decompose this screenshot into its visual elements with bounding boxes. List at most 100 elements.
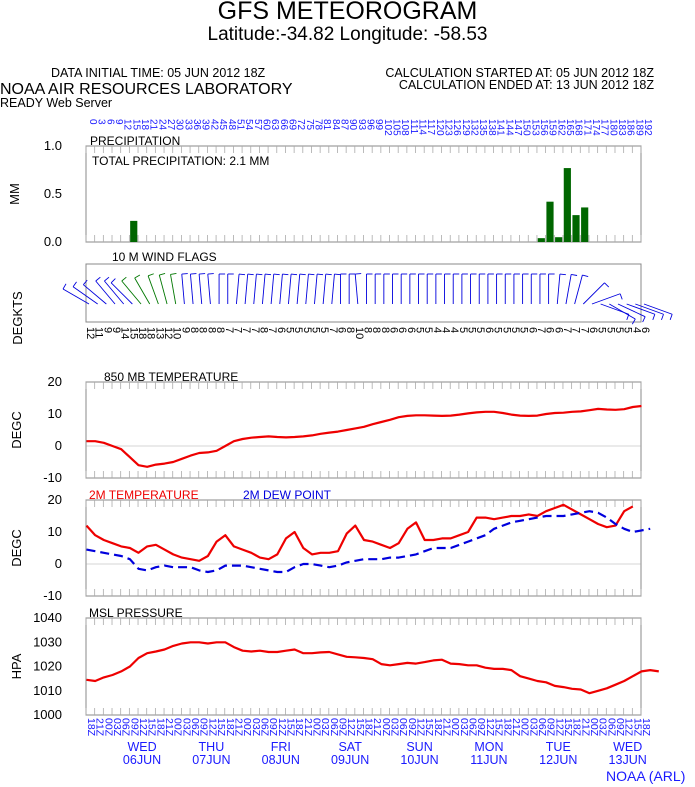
t850-y-label: DEGC xyxy=(9,411,24,449)
forecast-hour-label: 99 xyxy=(373,119,384,131)
wind-speed-label: 8 xyxy=(188,327,200,333)
time-label: 09Z xyxy=(475,718,487,737)
wind-speed-label: 6 xyxy=(483,327,495,333)
wind-barb-feather xyxy=(273,273,280,276)
wind-barb-feather xyxy=(631,318,636,325)
forecast-hour-label: 144 xyxy=(503,119,514,136)
time-label: 21Z xyxy=(371,718,383,737)
server-name: READY Web Server xyxy=(0,96,113,110)
wind-speed-label: 6 xyxy=(275,327,287,333)
forecast-hour-label: 165 xyxy=(564,119,575,136)
forecast-hour-label: 138 xyxy=(486,119,497,136)
time-label: 21Z xyxy=(232,718,244,737)
time-label: 09Z xyxy=(267,718,279,737)
time-label: 12Z xyxy=(415,718,427,737)
pressure-series-line xyxy=(86,641,659,695)
forecast-hour-label: 78 xyxy=(312,119,323,131)
wind-barb-feather xyxy=(291,273,298,276)
location-subtitle: Latitude:-34.82 Longitude: -58.53 xyxy=(207,24,488,45)
wind-barb xyxy=(181,274,185,305)
precip-y-tick-label: 1.0 xyxy=(44,138,62,153)
t850-y-tick-label: 20 xyxy=(48,374,62,389)
wind-barb xyxy=(331,274,335,305)
wind-barb xyxy=(574,274,583,305)
wind-speed-label: 5 xyxy=(309,327,321,333)
wind-barb-feather xyxy=(642,316,646,323)
time-label: 18Z xyxy=(363,718,375,737)
wind-barb xyxy=(635,303,664,315)
wind-barb-feather xyxy=(199,273,206,275)
date-label: 08JUN xyxy=(262,753,300,767)
pressure-frame xyxy=(85,617,642,716)
wind-barb xyxy=(134,277,151,305)
forecast-hour-label: 123 xyxy=(443,119,454,136)
wind-barb-feather xyxy=(256,273,263,276)
date-label: 10JUN xyxy=(400,753,438,767)
wind-barb-feather xyxy=(355,273,362,275)
date-label: 07JUN xyxy=(192,753,230,767)
wind-speed-label: 7 xyxy=(561,327,573,333)
precip-bar xyxy=(537,238,545,242)
forecast-hour-label: 30 xyxy=(174,119,185,131)
time-label: 06Z xyxy=(397,718,409,737)
wind-speed-label: 5 xyxy=(318,327,330,333)
wind-y-label: DEGKTS xyxy=(10,291,25,345)
forecast-hour-label: 117 xyxy=(425,119,436,135)
wind-speed-label: 9 xyxy=(110,327,122,333)
wind-speed-label: 5 xyxy=(474,327,486,333)
time-label: 12Z xyxy=(137,718,149,737)
wind-barb-feather xyxy=(83,279,88,286)
forecast-hour-label: 21 xyxy=(148,119,159,131)
wind-speed-label: 5 xyxy=(457,327,469,333)
wind-speed-label: 5 xyxy=(414,327,426,333)
t2m-y-tick-label: -10 xyxy=(43,588,62,603)
wind-speed-label: 10 xyxy=(353,327,365,339)
t2m-legend-dewpoint: 2M DEW POINT xyxy=(243,488,332,502)
forecast-hour-label: 108 xyxy=(399,119,410,136)
wind-barb-feather xyxy=(669,314,673,321)
forecast-hour-label: 6 xyxy=(104,119,115,125)
wind-barb xyxy=(643,303,673,315)
forecast-hour-label: 150 xyxy=(521,119,532,136)
wind-barb-feather xyxy=(110,278,116,284)
time-label: 21Z xyxy=(579,718,591,737)
time-label: 12Z xyxy=(484,718,496,737)
wind-speed-label: 7 xyxy=(578,327,590,333)
wind-barb-feather xyxy=(661,314,664,321)
time-label: 18Z xyxy=(501,718,513,737)
forecast-hour-label: 63 xyxy=(269,119,280,131)
wind-barb xyxy=(288,274,292,305)
wind-barb-feather xyxy=(121,276,127,282)
wind-barb-feather xyxy=(104,276,110,282)
t2m-frame xyxy=(85,499,642,597)
wind-speed-label: 5 xyxy=(466,327,478,333)
wind-speed-label: 5 xyxy=(492,327,504,333)
wind-barb-feather xyxy=(317,273,324,276)
wind-speed-label: 4 xyxy=(431,327,443,333)
time-label: 15Z xyxy=(423,718,435,737)
forecast-hour-label: 96 xyxy=(365,119,376,131)
time-label: 06Z xyxy=(467,718,479,737)
wind-barb xyxy=(354,274,359,305)
precip-y-tick-label: 0.0 xyxy=(44,234,62,249)
page-title: GFS METEOROGRAM xyxy=(217,0,478,25)
forecast-hour-label: 132 xyxy=(469,119,480,136)
time-label: 12Z xyxy=(345,718,357,737)
precip-bar xyxy=(555,237,563,242)
wind-barb xyxy=(158,274,168,305)
time-label: 15Z xyxy=(493,718,505,737)
wind-speed-label: 4 xyxy=(630,327,642,333)
forecast-hour-label: 45 xyxy=(217,119,228,131)
forecast-hour-label: 84 xyxy=(330,119,341,131)
time-label: 09Z xyxy=(614,718,626,737)
time-label: 15Z xyxy=(562,718,574,737)
wind-title: 10 M WIND FLAGS xyxy=(112,250,217,264)
time-label: 00Z xyxy=(449,718,461,737)
time-label: 03Z xyxy=(389,718,401,737)
time-label: 00Z xyxy=(310,718,322,737)
t850-series-line xyxy=(86,404,642,468)
wind-speed-label: 8 xyxy=(257,327,269,333)
wind-barb-feather xyxy=(95,276,101,282)
wind-speed-label: 6 xyxy=(396,327,408,333)
